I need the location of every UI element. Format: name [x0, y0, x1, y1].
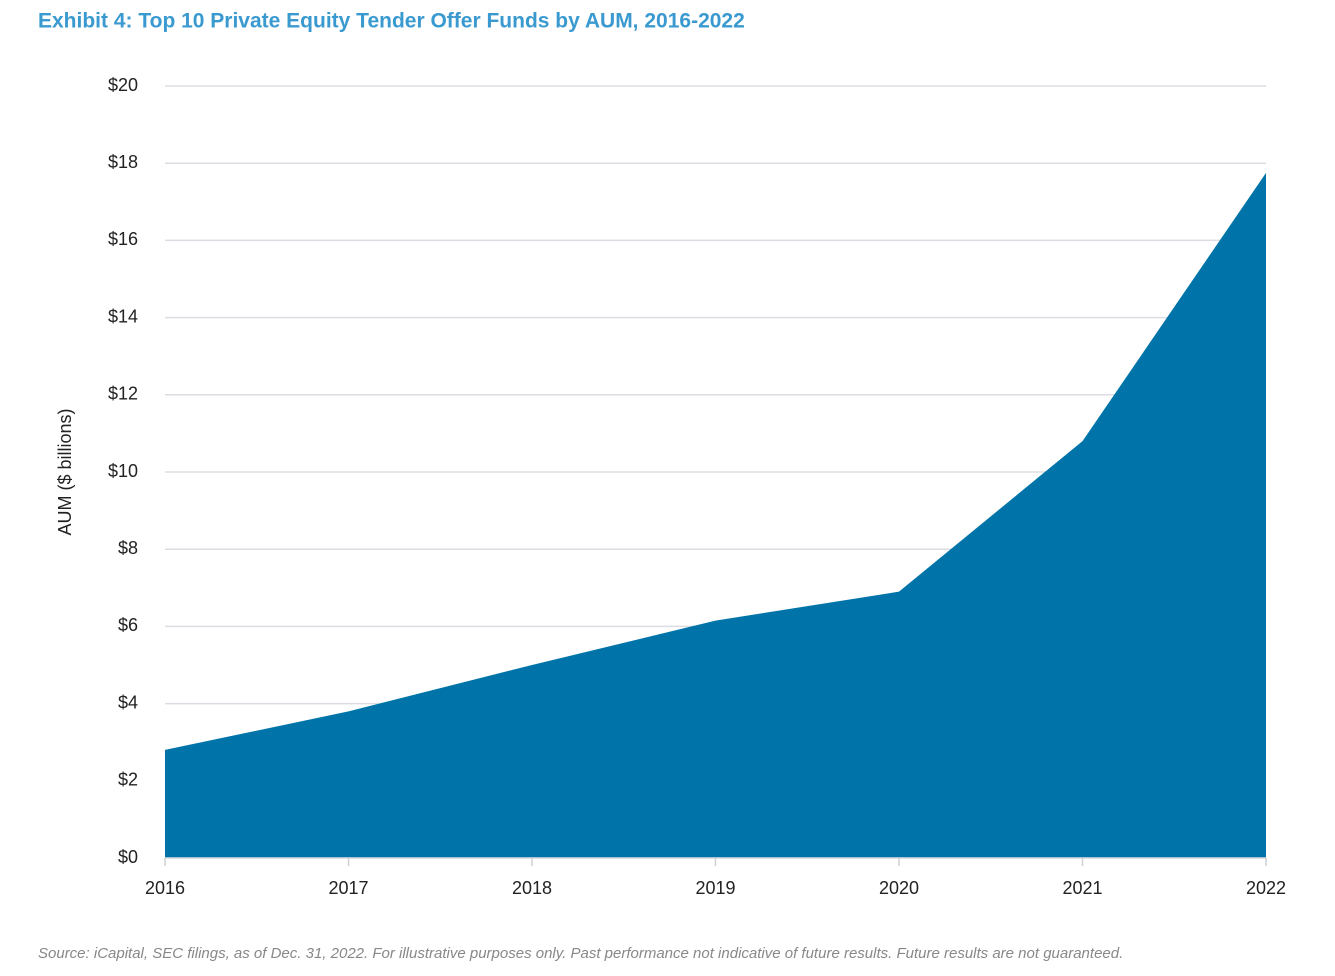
y-tick-label: $2 [118, 770, 138, 790]
y-tick-label: $18 [108, 152, 138, 172]
y-tick-label: $8 [118, 538, 138, 558]
x-tick-label: 2017 [328, 878, 368, 898]
x-tick-label: 2018 [512, 878, 552, 898]
chart-title: Exhibit 4: Top 10 Private Equity Tender … [38, 10, 745, 33]
x-tick-label: 2020 [879, 878, 919, 898]
area [165, 172, 1266, 859]
y-tick-label: $16 [108, 229, 138, 249]
y-tick-label: $0 [118, 847, 138, 867]
y-tick-label: $14 [108, 306, 138, 326]
source-note: Source: iCapital, SEC filings, as of Dec… [38, 945, 1123, 962]
y-tick-label: $6 [118, 615, 138, 635]
x-tick-label: 2021 [1062, 878, 1102, 898]
y-axis-label: AUM ($ billions) [55, 408, 75, 535]
y-tick-label: $20 [108, 75, 138, 95]
y-tick-label: $12 [108, 384, 138, 404]
x-tick-label: 2019 [695, 878, 735, 898]
y-tick-label: $4 [118, 692, 138, 712]
y-tick-label: $10 [108, 461, 138, 481]
x-tick-label: 2016 [145, 878, 185, 898]
x-tick-label: 2022 [1246, 878, 1286, 898]
